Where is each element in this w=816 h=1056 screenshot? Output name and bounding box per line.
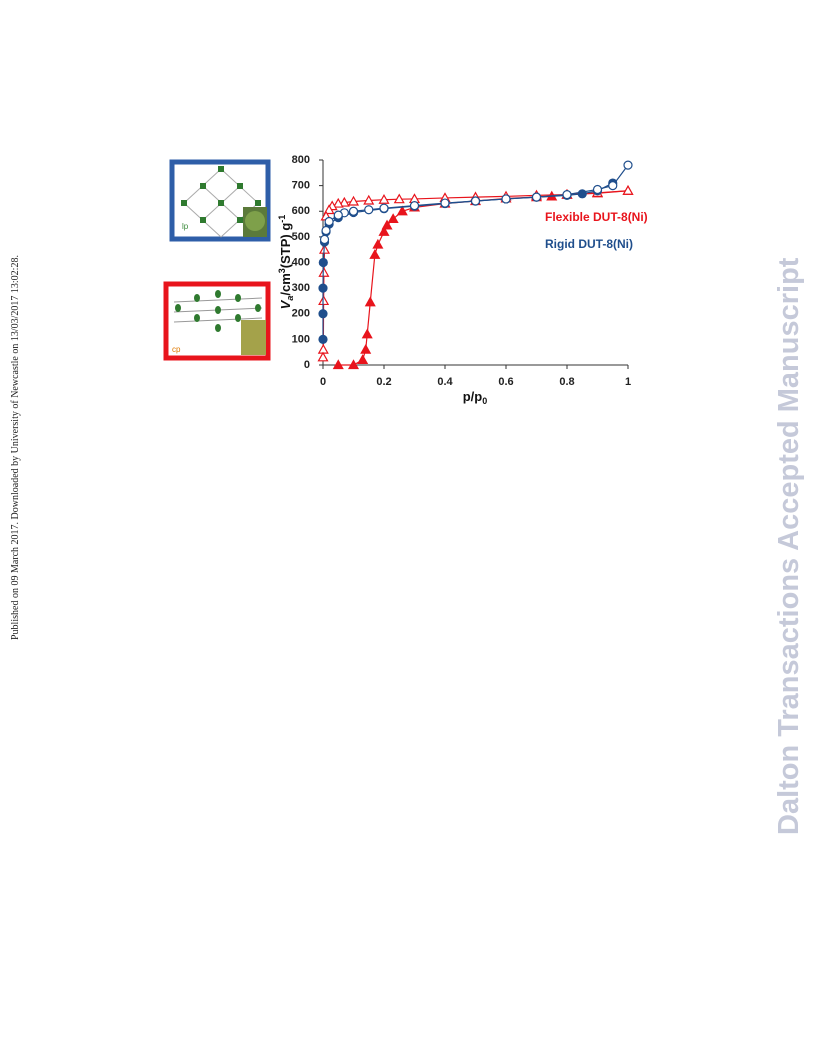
photo [241, 320, 266, 355]
circle-marker [324, 216, 334, 227]
circle-marker [321, 225, 331, 236]
triangle-marker [323, 204, 335, 215]
triangle-marker [332, 197, 344, 208]
circle-marker [623, 160, 633, 170]
triangle-marker [364, 296, 376, 307]
circle-marker [501, 194, 511, 204]
x-tick-label: 0.6 [498, 376, 513, 388]
y-label-part: V [278, 299, 293, 309]
circle-marker [409, 201, 420, 211]
x-label-part: p/p [463, 389, 483, 404]
y-tick-label: 600 [292, 205, 310, 217]
triangle-marker [393, 193, 405, 204]
inset-label: lp [182, 222, 189, 231]
y-label-part: (STP) g [278, 223, 293, 269]
circle-marker [608, 181, 618, 191]
inset-lp: lp [169, 159, 271, 242]
triangle-marker [347, 195, 360, 206]
circle-marker [348, 206, 359, 216]
triangle-marker [361, 328, 373, 339]
photo-crystal [245, 211, 265, 231]
circle-marker [592, 184, 603, 195]
triangle-marker [381, 219, 393, 230]
triangle-marker [622, 185, 634, 195]
circle-marker [318, 309, 328, 319]
triangle-marker [317, 343, 329, 354]
y-tick-label: 0 [304, 359, 310, 371]
triangle-marker [360, 343, 372, 354]
triangle-marker [363, 194, 375, 205]
y-tick-label: 300 [292, 282, 310, 294]
circle-marker [531, 192, 542, 202]
triangle-marker [369, 249, 381, 259]
circle-marker [333, 210, 343, 220]
y-tick-label: 700 [292, 180, 310, 192]
circle-marker [440, 198, 450, 208]
circle-marker [379, 203, 389, 213]
circle-marker [319, 234, 330, 245]
inset-frame [169, 159, 271, 242]
legend-label: Rigid DUT-8(Ni) [545, 237, 633, 251]
inset-label: cp [172, 345, 181, 354]
y-tick-label: 500 [292, 231, 310, 243]
circle-marker [318, 257, 328, 268]
y-tick-label: 100 [292, 333, 310, 345]
triangle-marker [332, 359, 344, 370]
x-tick-label: 0 [320, 376, 326, 388]
y-label-sup: 3 [277, 268, 287, 273]
x-tick-label: 1 [625, 376, 631, 388]
y-tick-label: 200 [292, 308, 310, 320]
triangle-marker [372, 238, 384, 249]
chart: Va/cm3(STP) g-1 p/p0 Flexible DUT-8(Ni) … [277, 154, 648, 406]
circle-marker [318, 283, 328, 293]
y-label-sup: -1 [277, 215, 287, 223]
circle-marker [562, 189, 572, 200]
triangle-marker [357, 354, 369, 364]
x-tick-label: 0.4 [437, 376, 453, 388]
triangle-marker [317, 351, 329, 362]
nodes [181, 166, 261, 223]
y-tick-label: 800 [292, 154, 310, 166]
y-label-sub: a [285, 296, 295, 301]
triangle-marker [396, 205, 408, 216]
y-axis-label: Va/cm3(STP) g-1 [277, 215, 295, 310]
triangle-marker [318, 267, 330, 277]
y-tick-label: 400 [292, 256, 310, 268]
x-tick-label: 0.2 [376, 376, 391, 388]
triangle-marker [318, 295, 330, 306]
y-label-part: /cm [278, 273, 293, 295]
nodes [175, 290, 261, 332]
circle-marker [470, 196, 481, 206]
triangle-marker [387, 213, 399, 224]
watermark: Dalton Transactions Accepted Manuscript [773, 257, 805, 835]
triangle-marker [378, 193, 390, 204]
circle-marker [318, 334, 328, 344]
x-tick-label: 0.8 [559, 376, 574, 388]
inset-cp: cp [163, 281, 271, 361]
circle-marker [364, 205, 374, 215]
triangle-marker [338, 196, 350, 207]
triangle-marker [347, 359, 360, 370]
triangle-marker [378, 226, 390, 236]
legend-label: Flexible DUT-8(Ni) [545, 210, 648, 224]
x-axis-label: p/p0 [463, 389, 488, 406]
x-label-sub: 0 [482, 396, 487, 406]
sidebar-note: Published on 09 March 2017. Downloaded b… [10, 255, 21, 640]
